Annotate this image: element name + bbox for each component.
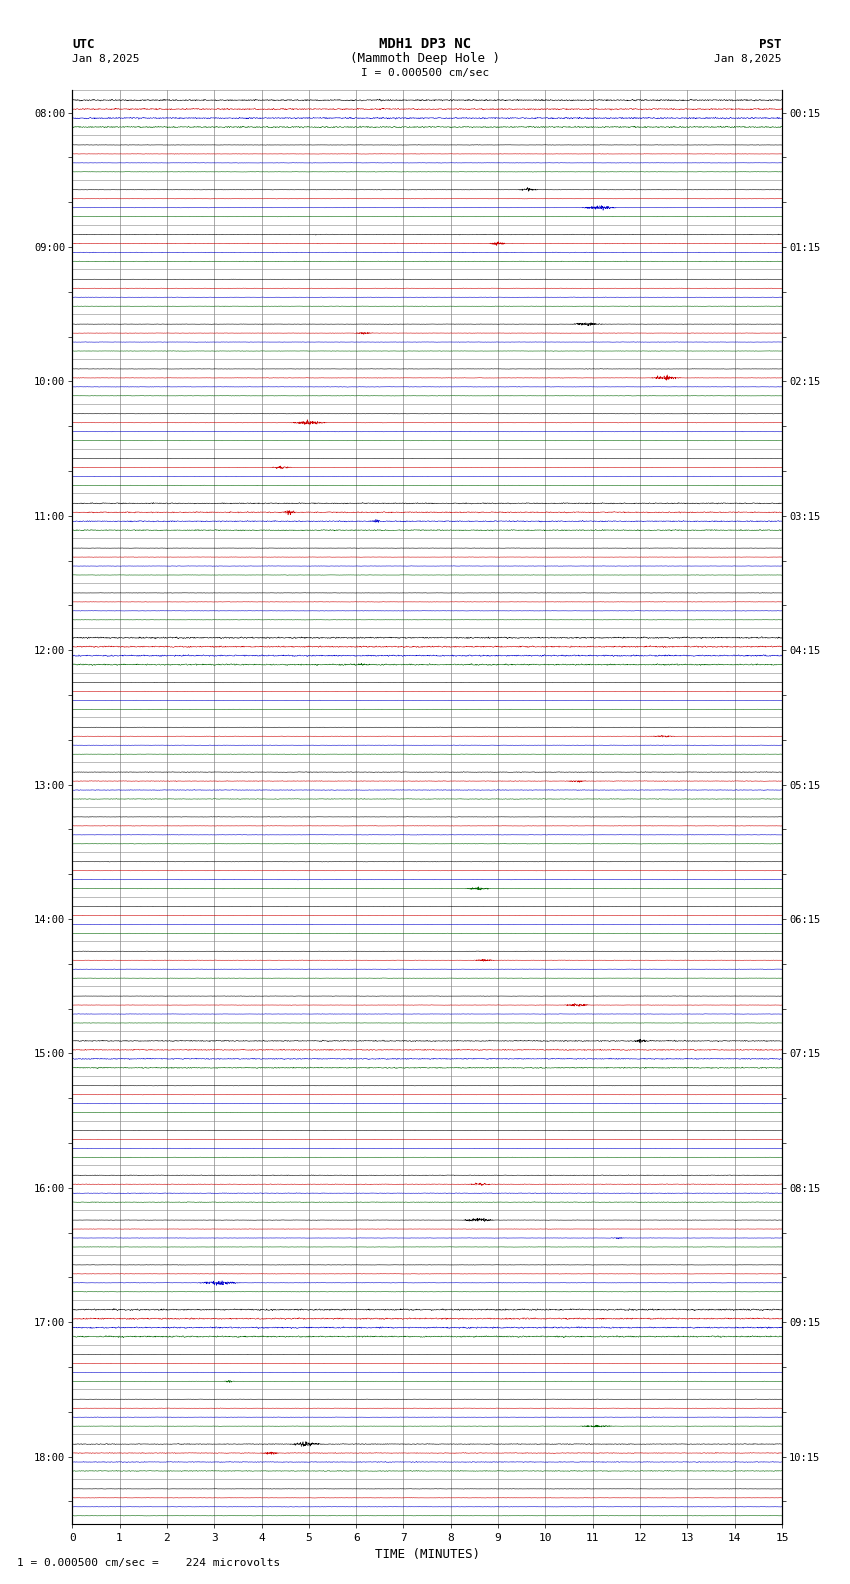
- Text: Jan 8,2025: Jan 8,2025: [72, 54, 139, 63]
- Text: Jan 8,2025: Jan 8,2025: [715, 54, 782, 63]
- Text: I = 0.000500 cm/sec: I = 0.000500 cm/sec: [361, 68, 489, 78]
- Text: UTC: UTC: [72, 38, 94, 51]
- Text: (Mammoth Deep Hole ): (Mammoth Deep Hole ): [350, 52, 500, 65]
- Text: 1 = 0.000500 cm/sec =    224 microvolts: 1 = 0.000500 cm/sec = 224 microvolts: [17, 1559, 280, 1568]
- Text: MDH1 DP3 NC: MDH1 DP3 NC: [379, 38, 471, 51]
- Text: PST: PST: [760, 38, 782, 51]
- X-axis label: TIME (MINUTES): TIME (MINUTES): [375, 1549, 479, 1562]
